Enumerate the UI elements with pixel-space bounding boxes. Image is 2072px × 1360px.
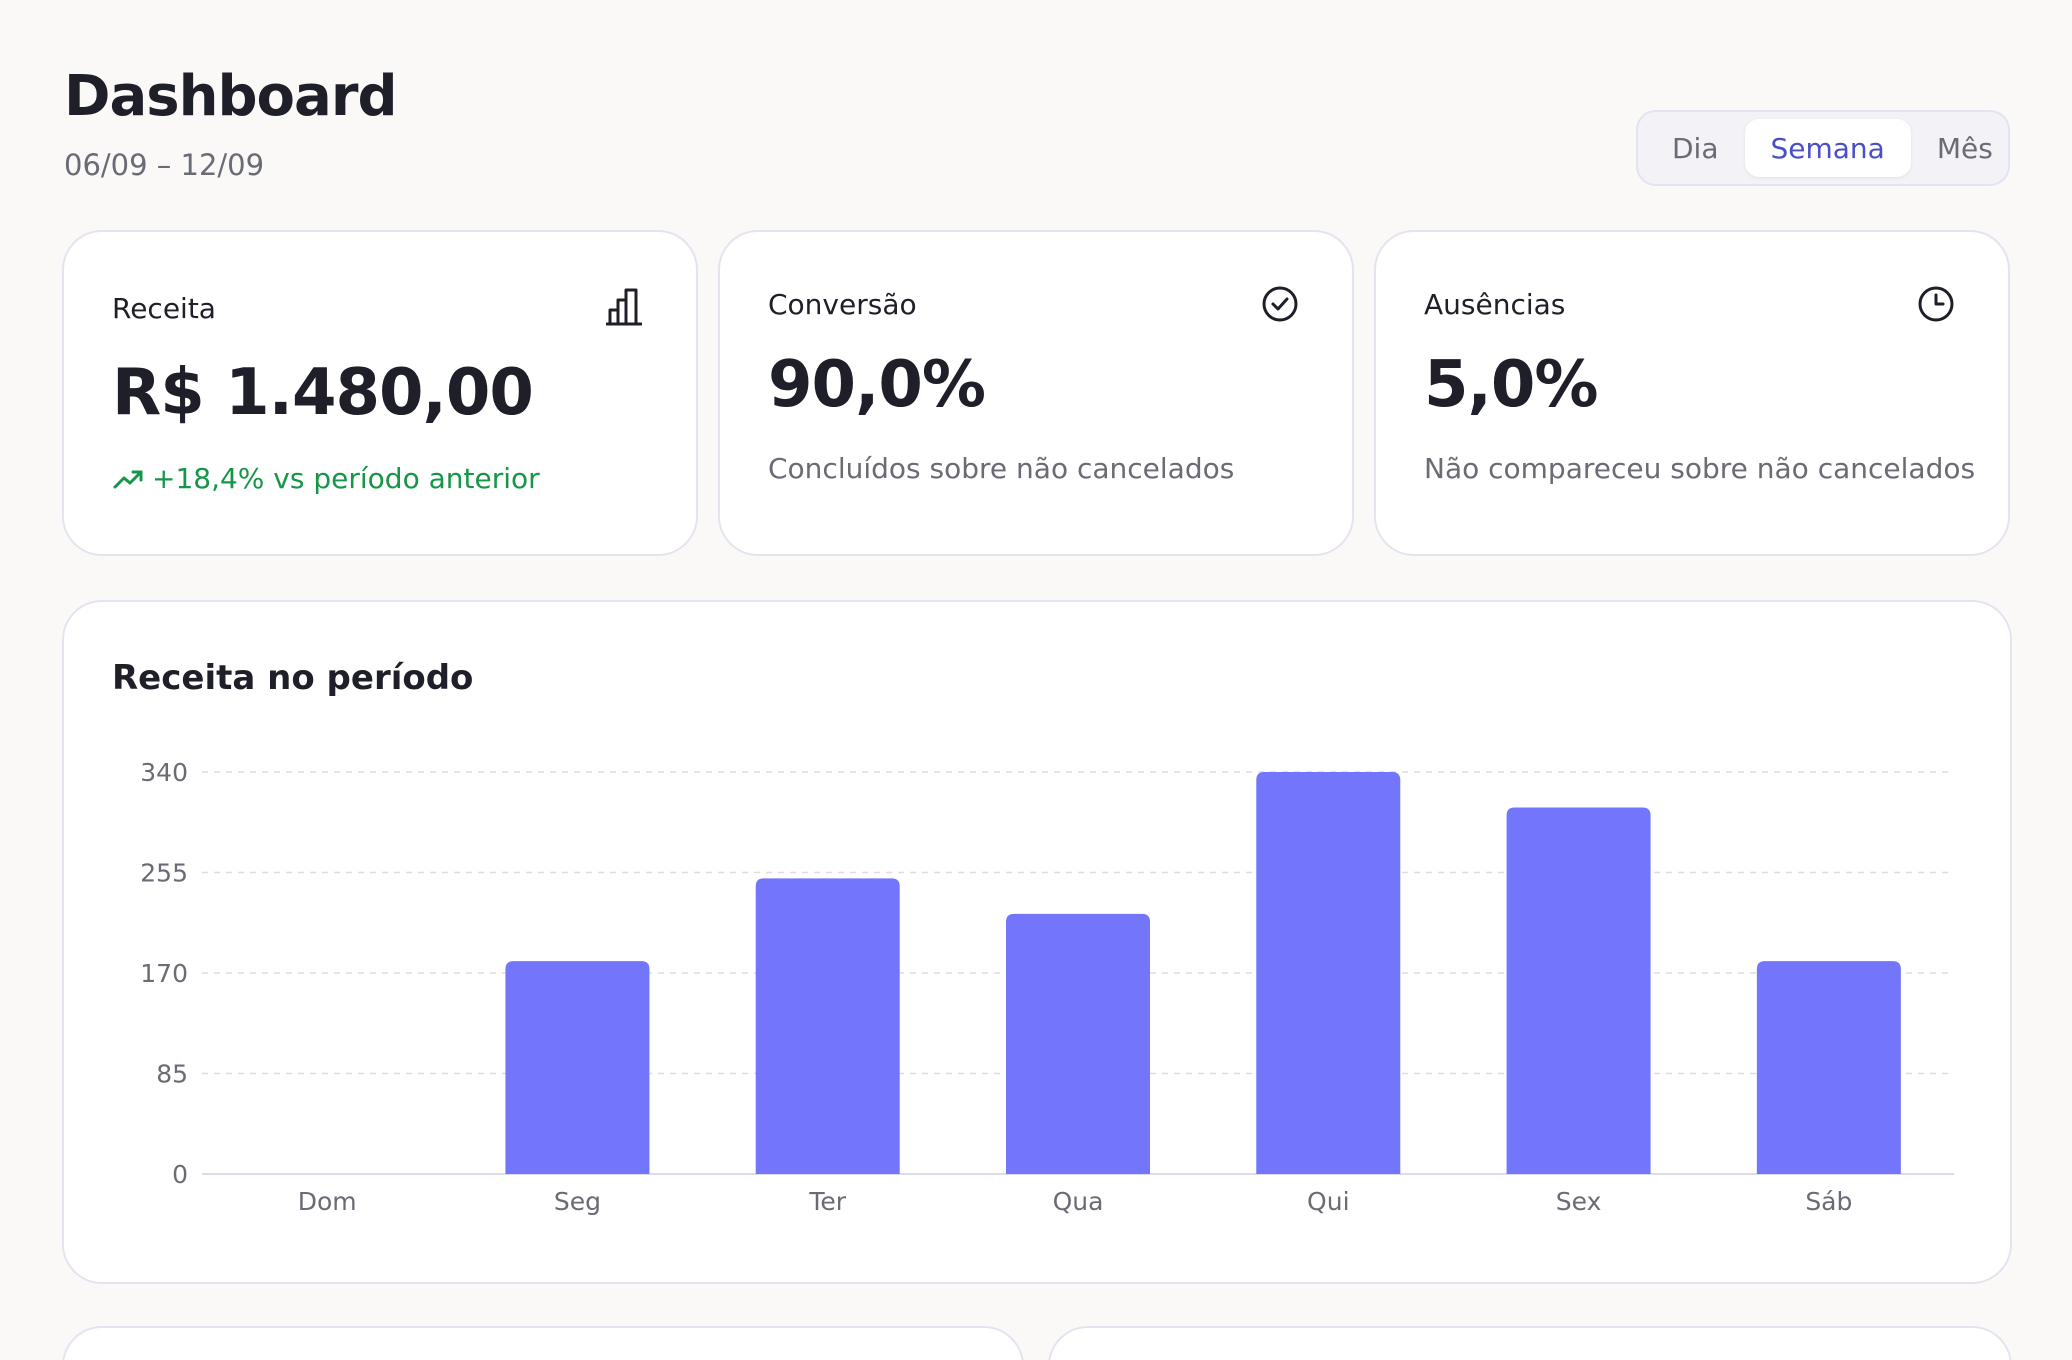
x-tick-label: Ter [808, 1187, 846, 1216]
bar-ter [755, 878, 900, 1174]
stat-value: 90,0% [768, 348, 986, 422]
stat-card-absences: Ausências 5,0% Não compareceu sobre não … [1374, 230, 2010, 556]
stat-label: Conversão [768, 288, 917, 321]
bar-sex [1506, 807, 1651, 1174]
page-title: Dashboard [64, 64, 398, 129]
x-tick-label: Sex [1556, 1187, 1602, 1216]
stat-label: Receita [112, 292, 216, 325]
bar-sáb [1756, 961, 1901, 1174]
stat-label: Ausências [1424, 288, 1566, 321]
bar-chart-icon [606, 288, 642, 326]
period-toggle: Dia Semana Mês [1636, 110, 2010, 186]
period-option-mes[interactable]: Mês [1936, 131, 1993, 165]
revenue-chart-card: Receita no período 0 85 170 255 340 Dom Seg Ter… [62, 600, 2012, 1284]
y-tick-label: 85 [156, 1060, 188, 1089]
stat-value: 5,0% [1424, 348, 1598, 422]
stat-trend-text: +18,4% vs período anterior [152, 462, 540, 495]
clock-icon [1918, 286, 1954, 322]
stat-value: R$ 1.480,00 [112, 356, 534, 430]
check-circle-icon [1262, 286, 1298, 322]
bar-qua [1006, 913, 1150, 1174]
x-tick-label: Seg [554, 1187, 601, 1216]
bar-qui [1256, 772, 1401, 1174]
trending-up-icon [113, 470, 143, 488]
bottom-card-right [1048, 1326, 2012, 1360]
stat-card-conversion: Conversão 90,0% Concluídos sobre não can… [718, 230, 1354, 556]
y-tick-label: 340 [140, 758, 188, 787]
stat-card-revenue: Receita R$ 1.480,00 +18,4% vs período an… [62, 230, 698, 556]
x-tick-label: Dom [298, 1187, 357, 1216]
y-tick-label: 170 [140, 959, 188, 988]
bottom-card-left [62, 1326, 1024, 1360]
y-tick-label: 0 [172, 1160, 188, 1189]
stat-trend: +18,4% vs período anterior [112, 462, 540, 495]
x-tick-label: Qui [1307, 1187, 1349, 1216]
y-tick-label: 255 [140, 859, 188, 888]
stat-subtitle: Não compareceu sobre não cancelados [1424, 452, 1976, 485]
bar-seg [505, 961, 650, 1174]
period-option-dia[interactable]: Dia [1672, 131, 1719, 165]
date-range: 06/09 – 12/09 [64, 148, 265, 182]
x-tick-label: Sáb [1805, 1187, 1852, 1216]
period-option-semana[interactable]: Semana [1744, 119, 1911, 177]
chart-title: Receita no período [112, 658, 474, 698]
revenue-bar-chart: 0 85 170 255 340 Dom Seg Ter Qua Qui Sex Sáb [140, 758, 1954, 1216]
stat-subtitle: Concluídos sobre não cancelados [768, 452, 1235, 485]
x-tick-label: Qua [1053, 1187, 1104, 1216]
